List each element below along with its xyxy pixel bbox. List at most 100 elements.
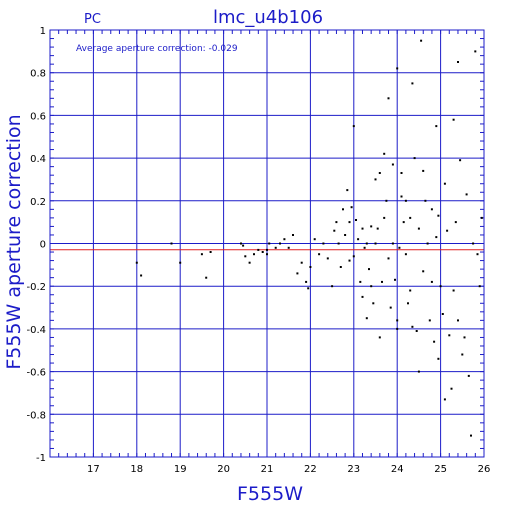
data-point [266,253,268,256]
data-point [417,370,420,373]
x-tick-label: 21 [261,464,274,475]
data-point [422,270,425,273]
y-tick-label: -0.6 [26,368,46,379]
data-point [387,257,390,260]
y-tick-label: 0.8 [30,69,46,80]
data-point [409,216,412,219]
data-point [344,234,347,236]
x-axis-title: F555W [237,483,303,505]
data-point [430,280,433,283]
data-point [257,248,260,251]
corner-label: PC [84,12,101,27]
data-point [450,387,453,390]
data-point [435,236,438,239]
data-point [454,221,457,224]
data-point [387,97,390,100]
data-point [480,216,483,219]
data-point [437,214,440,217]
data-point [383,216,386,219]
data-point [283,238,286,241]
data-point [339,266,342,268]
data-point [470,434,472,437]
data-point [461,353,464,356]
data-point [396,319,399,322]
data-point [404,199,407,202]
data-point [355,219,357,221]
data-point [179,261,182,264]
data-point [457,319,459,322]
data-point [296,272,299,275]
data-point [433,340,436,343]
data-point [424,199,427,202]
chart-title: lmc_u4b106 [213,7,323,28]
data-point [361,227,364,230]
data-point [426,242,429,245]
data-point [385,199,388,202]
data-point [261,251,264,253]
y-tick-label: -0.2 [26,282,46,293]
data-point [292,234,294,236]
data-point [300,261,303,264]
data-point [279,242,281,245]
data-point [476,253,479,256]
data-point [200,253,203,256]
data-point [383,152,386,155]
data-point [389,306,392,309]
data-point [396,327,399,330]
data-point [409,289,412,292]
data-point [411,82,414,85]
tick-labels: 17 18 19 20 21 22 23 24 25 26 1 0.8 0.6 0.4 0.2 0 -0.2 -0… [26,26,490,475]
data-point [472,242,475,245]
data-point [378,172,381,174]
x-tick-label: 18 [130,464,143,475]
data-point [448,334,451,337]
data-point [402,221,405,224]
data-point [374,178,377,181]
data-point [457,61,459,63]
data-point [209,251,212,253]
data-point [441,313,444,315]
data-point [417,227,420,230]
data-point [370,285,373,288]
plot-frame [49,29,485,458]
data-point [452,118,455,121]
data-point [352,125,355,128]
data-point [242,244,245,247]
data-point [337,242,340,245]
x-tick-label: 19 [174,464,187,475]
data-point [396,67,399,70]
data-point [170,242,173,245]
data-point [357,238,360,241]
data-point [400,195,403,198]
data-point [474,50,477,53]
data-point [135,261,138,264]
data-point [467,374,470,377]
data-point [439,285,442,288]
data-point [420,39,423,42]
y-tick-label: -1 [36,453,46,464]
data-point [266,248,268,251]
data-point [428,319,431,322]
data-point [465,193,468,196]
data-point [342,208,344,211]
y-axis-title: F555W aperture correction [3,114,25,369]
data-point [326,257,329,260]
data-point [361,295,364,298]
data-point [376,227,379,230]
data-point [391,163,394,166]
data-point [140,274,143,277]
data-point [322,242,325,245]
data-point [335,221,338,224]
data-point [309,266,312,268]
data-point [307,287,310,290]
data-point [422,169,425,172]
data-point [391,242,394,245]
data-point [452,289,455,292]
data-point [443,398,446,401]
data-point [253,253,255,256]
y-tick-label: 1 [40,26,46,37]
data-point [446,229,449,232]
data-point [248,261,251,264]
data-point [244,255,247,258]
